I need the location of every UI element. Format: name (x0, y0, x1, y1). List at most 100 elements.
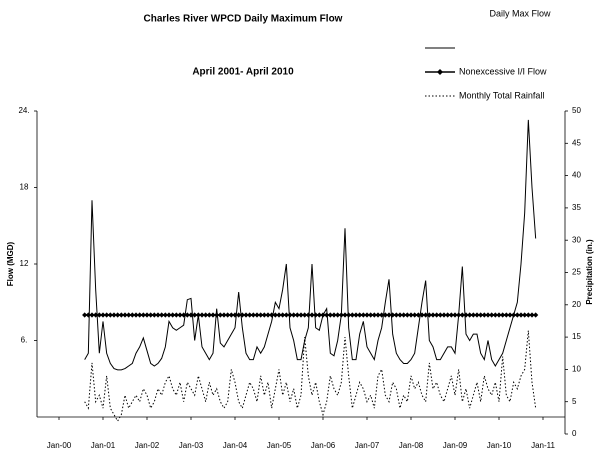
marker (327, 312, 333, 318)
marker (89, 312, 95, 318)
y2-tick-label: 50 (572, 106, 581, 115)
y-tick-label: 18 (20, 183, 29, 192)
marker (104, 312, 110, 318)
marker (247, 312, 253, 318)
marker (463, 312, 469, 318)
marker (437, 312, 443, 318)
marker (129, 312, 135, 318)
marker (342, 312, 348, 318)
marker (133, 312, 139, 318)
x-tick-label: Jan-10 (487, 441, 512, 450)
marker (199, 312, 205, 318)
marker (412, 312, 418, 318)
marker (111, 312, 117, 318)
marker (159, 312, 165, 318)
x-tick-label: Jan-07 (355, 441, 380, 450)
marker (522, 312, 528, 318)
marker (239, 312, 245, 318)
marker (408, 312, 414, 318)
marker (188, 312, 194, 318)
marker (386, 312, 392, 318)
marker (250, 312, 256, 318)
y2-tick-label: 5 (572, 397, 577, 406)
marker (518, 312, 524, 318)
legend-label: Monthly Total Rainfall (459, 90, 544, 100)
chart-subtitle: April 2001- April 2010 (192, 67, 294, 78)
y2-tick-label: 30 (572, 235, 581, 244)
marker (467, 312, 473, 318)
marker (144, 312, 150, 318)
marker (305, 312, 311, 318)
marker (353, 312, 359, 318)
marker (441, 312, 447, 318)
marker (481, 312, 487, 318)
x-tick-label: Jan-04 (223, 441, 248, 450)
marker (283, 312, 289, 318)
chart-title: Charles River WPCD Daily Maximum Flow (144, 14, 343, 25)
marker (357, 312, 363, 318)
marker (434, 312, 440, 318)
marker (232, 312, 238, 318)
y2-axis-title: Precipitation (in.) (585, 239, 594, 305)
y2-tick-label: 40 (572, 171, 581, 180)
marker (166, 312, 172, 318)
y-tick-label: 6. (21, 336, 28, 345)
marker (287, 312, 293, 318)
marker (492, 312, 498, 318)
marker (346, 312, 352, 318)
series-line (84, 330, 537, 423)
marker (349, 312, 355, 318)
marker (397, 312, 403, 318)
marker (320, 312, 326, 318)
y2-tick-label: 15 (572, 332, 581, 341)
marker (404, 312, 410, 318)
marker (430, 312, 436, 318)
x-tick-label: Jan-08 (399, 441, 424, 450)
marker (210, 312, 216, 318)
y-tick-label: 24. (18, 106, 29, 115)
y2-tick-label: 45 (572, 138, 581, 147)
marker (415, 312, 421, 318)
y2-tick-label: 0 (572, 429, 577, 438)
marker (338, 312, 344, 318)
marker (331, 312, 337, 318)
marker (195, 312, 201, 318)
marker (258, 312, 264, 318)
marker (313, 312, 319, 318)
marker (470, 312, 476, 318)
y-tick-label: 12 (20, 259, 29, 268)
marker (151, 312, 157, 318)
marker (236, 312, 242, 318)
marker (118, 312, 124, 318)
marker (489, 312, 495, 318)
legend-label: Nonexcessive I/I Flow (459, 66, 547, 76)
marker (214, 312, 220, 318)
x-tick-label: Jan-11 (531, 441, 555, 450)
y2-tick-label: 35 (572, 203, 581, 212)
marker (155, 312, 161, 318)
marker (217, 312, 223, 318)
marker (148, 312, 154, 318)
marker (485, 312, 491, 318)
y2-tick-label: 10 (572, 365, 581, 374)
marker (316, 312, 322, 318)
marker (511, 312, 517, 318)
marker (173, 312, 179, 318)
marker (177, 312, 183, 318)
marker (254, 312, 260, 318)
marker (503, 312, 509, 318)
marker (452, 312, 458, 318)
marker (360, 312, 366, 318)
marker (379, 312, 385, 318)
marker (100, 312, 106, 318)
x-tick-label: Jan-05 (267, 441, 292, 450)
marker (445, 312, 451, 318)
marker (324, 312, 330, 318)
y2-tick-label: 20 (572, 300, 581, 309)
marker (371, 312, 377, 318)
marker (335, 312, 341, 318)
marker (514, 312, 520, 318)
x-tick-label: Jan-03 (179, 441, 204, 450)
marker (115, 312, 121, 318)
